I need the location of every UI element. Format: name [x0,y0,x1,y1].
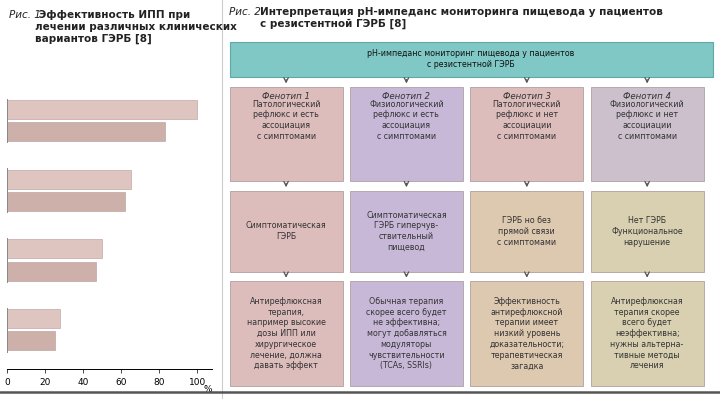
FancyBboxPatch shape [350,87,463,181]
Text: %: % [204,385,212,394]
Text: Рис. 2.: Рис. 2. [229,7,264,17]
FancyBboxPatch shape [470,281,583,386]
Bar [7,309,60,328]
FancyBboxPatch shape [230,191,343,272]
FancyBboxPatch shape [350,191,463,272]
Text: Фенотип 4: Фенотип 4 [624,92,671,101]
Text: Физиологический
рефлюкс и есть
ассоциация
с симптомами: Физиологический рефлюкс и есть ассоциаци… [369,100,444,141]
Text: Фенотип 2: Фенотип 2 [382,92,431,101]
Text: рН-импеданс мониторинг пищевода у пациентов
с резистентной ГЭРБ: рН-импеданс мониторинг пищевода у пациен… [367,49,575,69]
FancyBboxPatch shape [590,191,703,272]
Text: Патологический
рефлюкс и есть
ассоциация
с симптомами: Патологический рефлюкс и есть ассоциация… [252,100,320,141]
Text: Обычная терапия
скорее всего будет
не эффективна;
могут добавляться
модуляторы
ч: Обычная терапия скорее всего будет не эф… [366,297,446,371]
Bar [7,192,125,211]
Text: Фенотип 1: Фенотип 1 [262,92,310,101]
Text: Антирефлюксная
терапия,
например высокие
дозы ИПП или
хирургическое
лечение, дол: Антирефлюксная терапия, например высокие… [247,297,325,371]
Text: Патологический
рефлюкс и нет
ассоциации
с симптомами: Патологический рефлюкс и нет ассоциации … [492,100,561,141]
Text: Рис. 1.: Рис. 1. [9,10,44,20]
Bar [7,170,131,188]
Text: ГЭРБ но без
прямой связи
с симптомами: ГЭРБ но без прямой связи с симптомами [498,216,557,247]
Text: Антирефлюксная
терапия скорее
всего будет
неэффективна;
нужны альтерна-
тивные м: Антирефлюксная терапия скорее всего буде… [611,297,684,371]
FancyBboxPatch shape [590,87,703,181]
Bar [7,100,197,119]
Bar [7,239,102,259]
FancyBboxPatch shape [230,42,713,77]
Text: Физиологический
рефлюкс и нет
ассоциации
с симптомами: Физиологический рефлюкс и нет ассоциации… [610,100,685,141]
Bar [7,122,165,141]
Text: Интерпретация рН-импеданс мониторинга пищевода у пациентов
с резистентной ГЭРБ [: Интерпретация рН-импеданс мониторинга пи… [261,7,663,29]
Text: Эффективность
антирефлюксной
терапии имеет
низкий уровень
доказательности;
терап: Эффективность антирефлюксной терапии име… [490,297,564,371]
FancyBboxPatch shape [590,281,703,386]
Bar [7,331,55,350]
FancyBboxPatch shape [230,281,343,386]
FancyBboxPatch shape [470,191,583,272]
Text: Симптоматическая
ГЭРБ: Симптоматическая ГЭРБ [246,222,326,241]
FancyBboxPatch shape [470,87,583,181]
Text: Эффективность ИПП при
лечении различных клинических
вариантов ГЭРБ [8]: Эффективность ИПП при лечении различных … [35,10,236,44]
Bar [7,261,96,281]
FancyBboxPatch shape [350,281,463,386]
Text: Нет ГЭРБ
Функциональное
нарушение: Нет ГЭРБ Функциональное нарушение [611,216,683,247]
Text: Фенотип 3: Фенотип 3 [503,92,551,101]
Text: Симптоматическая
ГЭРБ гиперчув-
ствительный
пищевод: Симптоматическая ГЭРБ гиперчув- ствитель… [366,211,446,252]
FancyBboxPatch shape [230,87,343,181]
